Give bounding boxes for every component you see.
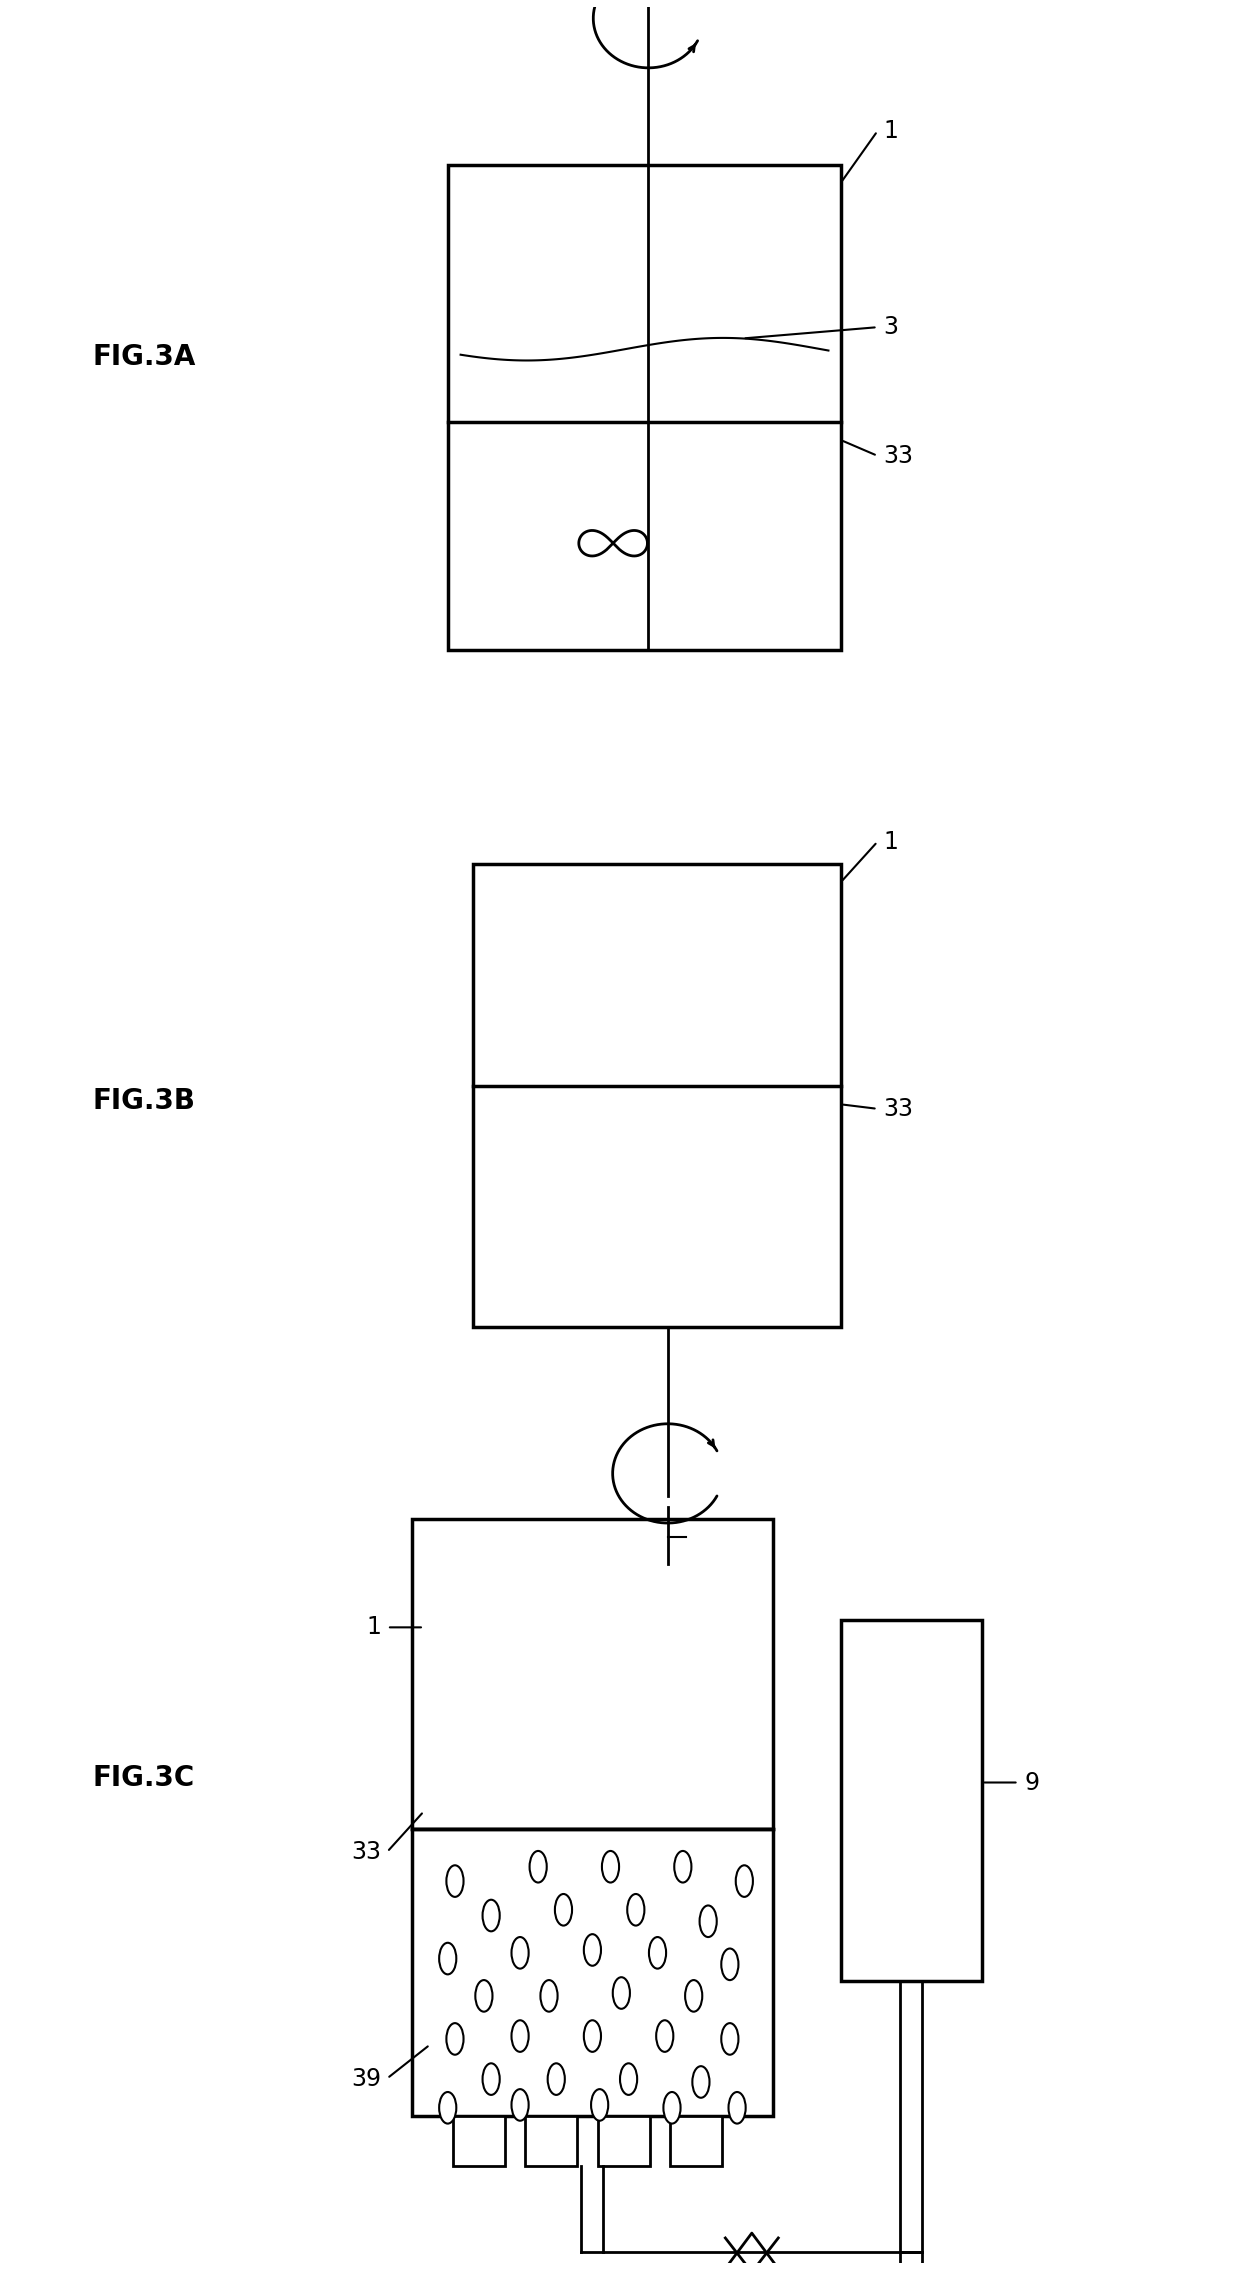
Circle shape [529,1850,547,1882]
Circle shape [482,2063,500,2095]
Circle shape [548,2063,565,2095]
Text: 6: 6 [689,1525,704,1548]
Circle shape [699,1905,717,1936]
Text: 33: 33 [351,1841,381,1864]
Text: 3: 3 [884,316,899,338]
Circle shape [613,1977,630,2009]
Circle shape [511,2020,528,2052]
Circle shape [627,1893,645,1925]
Bar [472,865,841,1326]
Circle shape [439,1943,456,1975]
Circle shape [446,1866,464,1898]
Circle shape [649,1936,666,1968]
Text: 33: 33 [884,445,914,468]
Circle shape [591,2088,609,2120]
Bar [449,166,841,649]
Bar [598,2116,650,2166]
Circle shape [475,1979,492,2011]
Text: 1: 1 [366,1616,381,1639]
Circle shape [446,2023,464,2054]
Bar [453,2116,505,2166]
Circle shape [554,1893,572,1925]
Text: FIG.3C: FIG.3C [93,1764,195,1791]
Circle shape [722,2023,739,2054]
Bar [841,1621,982,1982]
Circle shape [656,2020,673,2052]
Bar [412,1519,774,1830]
Circle shape [601,1850,619,1882]
Circle shape [692,2066,709,2097]
Circle shape [729,2093,745,2125]
Circle shape [511,2088,528,2120]
Circle shape [584,2020,601,2052]
Circle shape [686,1979,702,2011]
Circle shape [735,1866,753,1898]
Circle shape [439,2093,456,2125]
Bar [670,2116,722,2166]
Circle shape [722,1948,739,1979]
Circle shape [482,1900,500,1932]
Circle shape [620,2063,637,2095]
Text: 9: 9 [1024,1771,1039,1796]
Text: 1: 1 [884,118,899,143]
Circle shape [584,1934,601,1966]
Circle shape [663,2093,681,2125]
Bar [412,1830,774,2116]
Text: FIG.3B: FIG.3B [93,1087,196,1115]
Bar [526,2116,578,2166]
Circle shape [675,1850,692,1882]
Text: 33: 33 [884,1096,914,1121]
Circle shape [511,1936,528,1968]
Text: FIG.3A: FIG.3A [93,343,196,370]
Text: 39: 39 [351,2066,381,2091]
Circle shape [541,1979,558,2011]
Text: 1: 1 [884,831,899,854]
